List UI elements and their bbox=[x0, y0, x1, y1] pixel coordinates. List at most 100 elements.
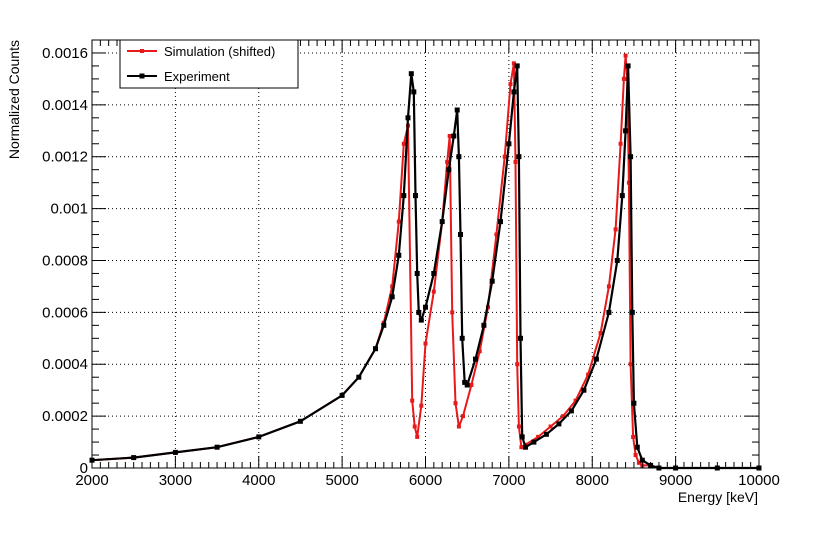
data-point bbox=[568, 408, 574, 414]
data-point bbox=[423, 304, 428, 310]
data-point bbox=[536, 434, 541, 439]
x-tick-label: 9000 bbox=[659, 472, 692, 489]
data-point bbox=[498, 219, 503, 225]
x-tick-label: 8000 bbox=[576, 472, 609, 489]
tick-labels: 2000 3000 4000 5000 6000 7000 8000 9000 10000 0 0.… bbox=[42, 45, 780, 489]
data-point bbox=[516, 424, 521, 429]
data-point bbox=[418, 317, 424, 323]
data-point bbox=[414, 271, 420, 276]
data-point bbox=[356, 374, 362, 380]
y-tick-label: 0.0004 bbox=[42, 356, 88, 373]
data-point bbox=[619, 193, 625, 199]
data-point bbox=[416, 309, 422, 315]
data-point bbox=[523, 444, 528, 450]
data-point bbox=[172, 449, 178, 455]
data-point bbox=[214, 444, 220, 450]
data-point bbox=[618, 141, 623, 146]
data-point bbox=[462, 379, 468, 385]
data-point bbox=[431, 289, 436, 294]
x-tick-label: 10000 bbox=[738, 472, 780, 489]
data-point bbox=[606, 284, 611, 289]
legend-marker-experiment bbox=[139, 73, 145, 79]
data-point bbox=[401, 193, 407, 199]
data-point bbox=[412, 424, 417, 429]
data-point bbox=[410, 398, 415, 403]
data-point bbox=[518, 335, 523, 341]
x-tick-label: 7000 bbox=[492, 472, 525, 489]
x-tick-label: 2000 bbox=[75, 472, 108, 489]
data-point bbox=[445, 159, 450, 164]
data-point bbox=[405, 115, 411, 121]
data-point bbox=[581, 387, 587, 393]
data-point bbox=[633, 453, 638, 457]
data-point bbox=[573, 398, 578, 403]
data-point bbox=[639, 457, 645, 463]
data-point bbox=[458, 232, 463, 237]
data-point bbox=[439, 219, 445, 225]
data-point bbox=[389, 294, 395, 300]
data-point bbox=[446, 167, 452, 173]
x-tick-label: 3000 bbox=[159, 472, 192, 489]
data-point bbox=[621, 76, 626, 81]
legend: Simulation (shifted) Experiment bbox=[119, 39, 299, 89]
data-point bbox=[623, 128, 629, 134]
x-tick-label: 5000 bbox=[325, 472, 358, 489]
data-point bbox=[511, 89, 517, 95]
legend-marker-simulation bbox=[140, 49, 144, 53]
data-point bbox=[593, 356, 599, 362]
data-point bbox=[419, 403, 424, 408]
data-point bbox=[626, 180, 631, 185]
data-point bbox=[556, 421, 562, 427]
y-tick-label: 0.0006 bbox=[42, 304, 88, 321]
data-point bbox=[456, 424, 461, 429]
series-experiment bbox=[89, 63, 762, 471]
data-point bbox=[636, 460, 641, 465]
data-point bbox=[390, 284, 395, 289]
data-point bbox=[401, 141, 406, 146]
x-axis-title: Energy [keV] bbox=[678, 489, 758, 505]
data-point bbox=[513, 159, 518, 164]
data-point bbox=[454, 107, 460, 113]
data-point bbox=[489, 278, 495, 284]
y-tick-label: 0.0016 bbox=[42, 45, 88, 62]
data-point bbox=[531, 439, 537, 445]
data-point bbox=[396, 219, 401, 224]
data-point bbox=[515, 362, 520, 367]
data-point bbox=[447, 134, 452, 138]
data-point bbox=[477, 349, 482, 354]
data-point bbox=[514, 63, 520, 69]
axis-ticks bbox=[91, 40, 760, 469]
data-point bbox=[381, 322, 387, 328]
data-point bbox=[598, 331, 603, 336]
data-point bbox=[451, 133, 457, 139]
data-point bbox=[373, 346, 378, 352]
data-point bbox=[543, 431, 549, 437]
data-point bbox=[508, 82, 513, 87]
data-point bbox=[625, 63, 631, 69]
data-point bbox=[450, 310, 455, 315]
data-point bbox=[629, 309, 635, 315]
data-point bbox=[634, 444, 640, 450]
data-point bbox=[628, 154, 634, 160]
y-tick-label: 0.001 bbox=[50, 201, 88, 218]
y-axis-title: Normalized Counts bbox=[6, 40, 22, 159]
y-tick-label: 0 bbox=[80, 460, 88, 477]
data-point bbox=[613, 227, 618, 232]
data-point bbox=[586, 372, 591, 377]
data-point bbox=[415, 434, 420, 439]
data-point bbox=[461, 414, 465, 419]
data-point bbox=[469, 383, 474, 387]
data-point bbox=[339, 392, 345, 398]
series-layer bbox=[89, 53, 762, 471]
y-tick-label: 0.0012 bbox=[42, 149, 88, 166]
y-tick-label: 0.0008 bbox=[42, 252, 88, 269]
y-tick-label: 0.0014 bbox=[42, 97, 88, 114]
data-point bbox=[623, 53, 628, 58]
data-point bbox=[481, 322, 487, 328]
data-point bbox=[548, 424, 553, 429]
data-point bbox=[297, 418, 303, 424]
data-point bbox=[411, 89, 417, 95]
data-point bbox=[516, 154, 522, 160]
data-point bbox=[628, 362, 633, 367]
